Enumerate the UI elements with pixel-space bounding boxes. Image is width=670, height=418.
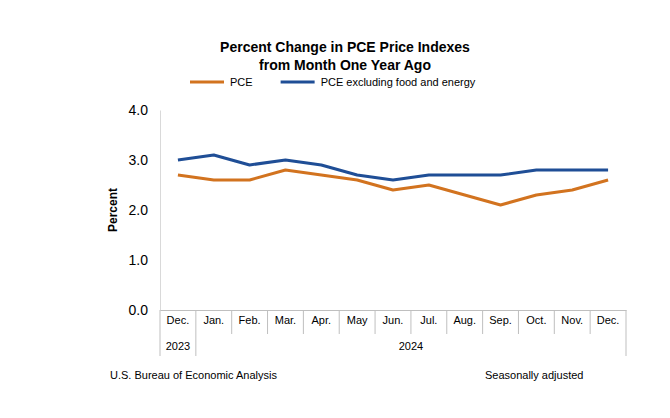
legend: PCE PCE excluding food and energy xyxy=(190,76,476,88)
category-separator xyxy=(231,310,232,334)
category-separators xyxy=(160,310,626,356)
x-axis: Dec. Jan. Feb. Mar. Apr. May Jun. Jul. Aug. Sep. O… xyxy=(161,310,627,326)
y-tick: 3.0 xyxy=(129,152,160,168)
x-tick-label: Sep. xyxy=(489,314,512,326)
legend-swatch xyxy=(281,81,315,84)
y-axis-line xyxy=(160,111,161,311)
x-tick-label: Jan. xyxy=(203,314,224,326)
category-group-label: 2023 xyxy=(166,340,190,352)
x-tick: Nov. xyxy=(561,310,583,326)
plot-area xyxy=(178,155,608,205)
x-tick-label: Jun. xyxy=(383,314,404,326)
x-tick: Apr. xyxy=(312,310,332,326)
x-tick: Jan. xyxy=(203,310,224,326)
legend-label: PCE excluding food and energy xyxy=(321,76,476,88)
x-tick: Dec. xyxy=(597,310,620,326)
category-separator xyxy=(195,310,196,356)
category-separator xyxy=(160,310,161,356)
category-separator xyxy=(482,310,483,334)
category-separator xyxy=(446,310,447,334)
category-separator xyxy=(554,310,555,334)
category-separator xyxy=(626,310,627,356)
category-separator xyxy=(303,310,304,334)
y-axis-title: Percent xyxy=(106,188,120,232)
x-tick-label: Nov. xyxy=(561,314,583,326)
x-tick: Feb. xyxy=(239,310,261,326)
y-tick-label: 3.0 xyxy=(129,152,149,168)
y-tick-label: 2.0 xyxy=(129,202,149,218)
y-tick: 2.0 xyxy=(129,202,160,218)
legend-swatch xyxy=(190,81,224,84)
category-separator xyxy=(267,310,268,334)
series-line xyxy=(178,170,608,205)
x-tick: Jun. xyxy=(383,310,404,326)
note: Seasonally adjusted xyxy=(485,369,583,381)
x-tick: Sep. xyxy=(489,310,512,326)
x-tick-label: Jul. xyxy=(420,314,437,326)
x-tick-label: May xyxy=(347,314,368,326)
x-tick-label: Oct. xyxy=(526,314,546,326)
x-tick-label: Dec. xyxy=(597,314,620,326)
category-separator xyxy=(375,310,376,334)
x-tick-label: Dec. xyxy=(167,314,190,326)
x-tick-label: Feb. xyxy=(239,314,261,326)
series-line xyxy=(178,155,608,180)
legend-label: PCE xyxy=(230,76,253,88)
title: Percent Change in PCE Price Indexes xyxy=(220,39,470,55)
x-tick: May xyxy=(347,310,368,326)
x-tick: Mar. xyxy=(275,310,296,326)
x-tick-label: Apr. xyxy=(312,314,332,326)
x-axis-line xyxy=(161,310,627,311)
category-group-label: 2024 xyxy=(399,340,423,352)
y-axis: 0.0 1.0 2.0 3.0 4.0 xyxy=(129,102,161,318)
chart: Percent Change in PCE Price Indexes from … xyxy=(0,0,670,418)
title: from Month One Year Ago xyxy=(259,57,431,73)
note: U.S. Bureau of Economic Analysis xyxy=(110,369,277,381)
category-separator xyxy=(339,310,340,334)
y-tick: 4.0 xyxy=(129,102,160,118)
y-tick: 0.0 xyxy=(129,302,160,318)
x-tick: Dec. xyxy=(167,310,190,326)
x-tick-label: Aug. xyxy=(453,314,476,326)
y-tick-label: 4.0 xyxy=(129,102,149,118)
y-tick: 1.0 xyxy=(129,252,160,268)
category-separator xyxy=(518,310,519,334)
x-tick: Jul. xyxy=(420,310,437,326)
category-separator xyxy=(590,310,591,334)
x-tick: Oct. xyxy=(526,310,546,326)
y-tick-label: 0.0 xyxy=(129,302,149,318)
x-tick: Aug. xyxy=(453,310,476,326)
category-separator xyxy=(410,310,411,334)
y-tick-label: 1.0 xyxy=(129,252,149,268)
x-tick-label: Mar. xyxy=(275,314,296,326)
